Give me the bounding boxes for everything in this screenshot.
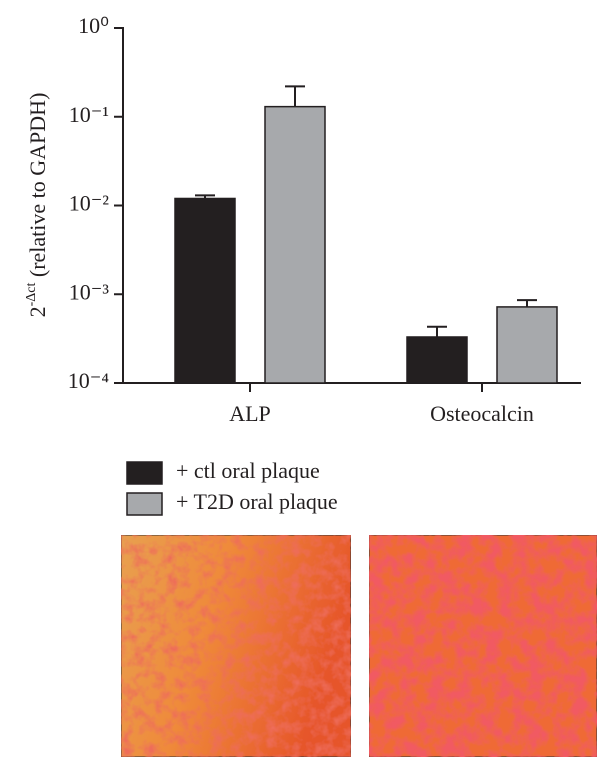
error-bar — [427, 325, 447, 337]
legend-label: + ctl oral plaque — [176, 458, 320, 483]
error-bar — [517, 299, 537, 307]
y-tick-label: 10⁰ — [78, 13, 109, 38]
bar — [264, 105, 326, 384]
legend-swatch — [126, 461, 163, 485]
micrograph-ctl — [120, 534, 352, 758]
y-tick-label: 10⁻³ — [69, 279, 110, 304]
y-label-base: 2 — [25, 306, 50, 317]
y-axis-label: 2-Δct (relative to GAPDH) — [24, 93, 50, 318]
y-tick-label: 10⁻¹ — [69, 102, 109, 127]
x-tick-label: ALP — [229, 401, 271, 426]
bar — [406, 336, 468, 384]
y-tick-label: 10⁻² — [69, 191, 110, 216]
bar — [174, 197, 236, 384]
x-tick-label: Osteocalcin — [430, 401, 534, 426]
legend-label: + T2D oral plaque — [176, 489, 338, 514]
micrograph-t2d — [368, 534, 598, 758]
legend-swatch — [126, 492, 163, 516]
y-label-exponent: -Δct — [24, 283, 39, 307]
y-tick-label: 10⁻⁴ — [68, 368, 110, 393]
y-label-text: (relative to GAPDH) — [25, 93, 50, 283]
bar — [496, 306, 558, 384]
error-bar — [285, 85, 305, 107]
